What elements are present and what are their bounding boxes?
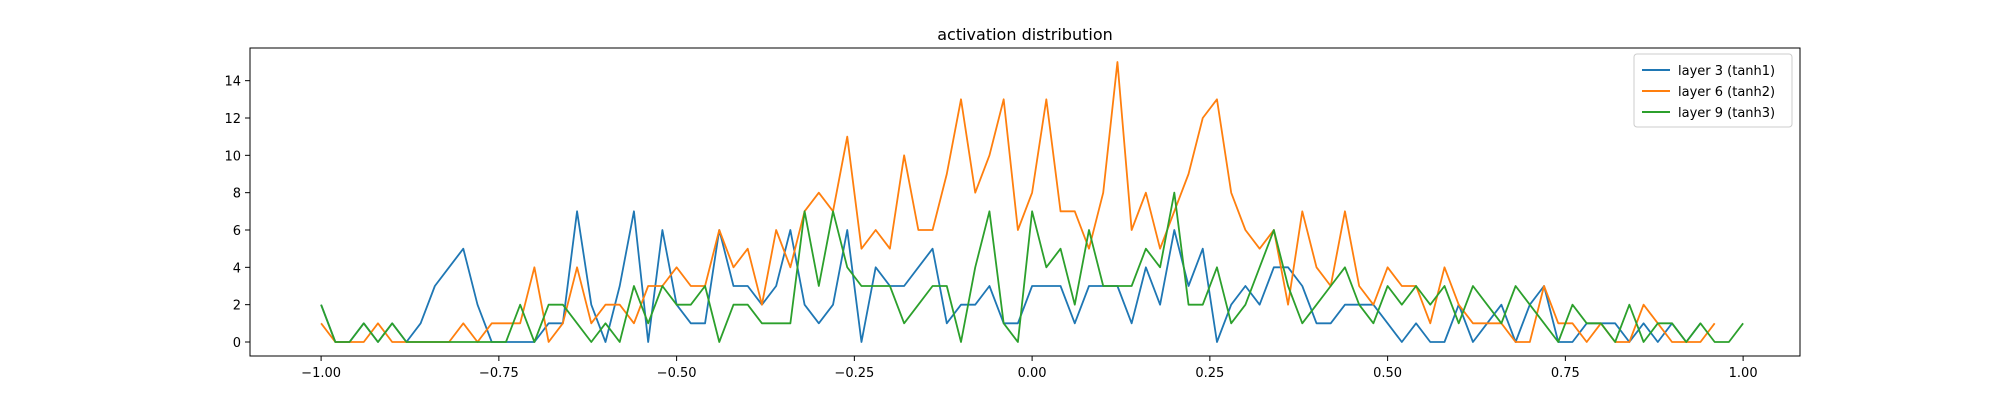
y-tick-label: 2 xyxy=(233,299,241,314)
legend: layer 3 (tanh1) layer 6 (tanh2) layer 9 (t… xyxy=(1633,53,1793,128)
y-tick-label: 4 xyxy=(233,261,241,276)
x-tick-label: −0.50 xyxy=(657,366,697,381)
x-tick-label: 0.50 xyxy=(1373,366,1402,381)
y-tick-label: 6 xyxy=(233,224,241,239)
x-axis: −1.00 −0.75 −0.50 −0.25 0.00 0.25 0.50 0.75 1.00 xyxy=(301,356,1758,381)
x-tick-label: −1.00 xyxy=(301,366,341,381)
legend-label: layer 6 (tanh2) xyxy=(1678,85,1775,100)
series-line-2 xyxy=(320,61,1716,343)
y-tick-label: 14 xyxy=(224,75,241,90)
plot-frame xyxy=(249,47,1801,357)
series-line-1 xyxy=(320,210,1702,343)
x-tick-label: 0.00 xyxy=(1018,366,1047,381)
series-group xyxy=(320,61,1744,343)
legend-label: layer 9 (tanh3) xyxy=(1678,106,1775,121)
y-tick-label: 8 xyxy=(233,187,241,202)
chart-title: activation distribution xyxy=(937,25,1113,44)
legend-box xyxy=(1633,53,1793,128)
y-tick-label: 0 xyxy=(233,336,241,351)
y-tick-label: 12 xyxy=(224,112,241,127)
series-line-3 xyxy=(320,191,1744,343)
x-tick-label: 0.75 xyxy=(1551,366,1580,381)
legend-label: layer 3 (tanh1) xyxy=(1678,64,1775,79)
y-tick-label: 10 xyxy=(224,149,241,164)
x-tick-label: 0.25 xyxy=(1195,366,1224,381)
y-axis: 0 2 4 6 8 10 12 14 xyxy=(224,75,250,351)
x-tick-label: 1.00 xyxy=(1729,366,1758,381)
x-tick-label: −0.75 xyxy=(479,366,519,381)
x-tick-label: −0.25 xyxy=(834,366,874,381)
